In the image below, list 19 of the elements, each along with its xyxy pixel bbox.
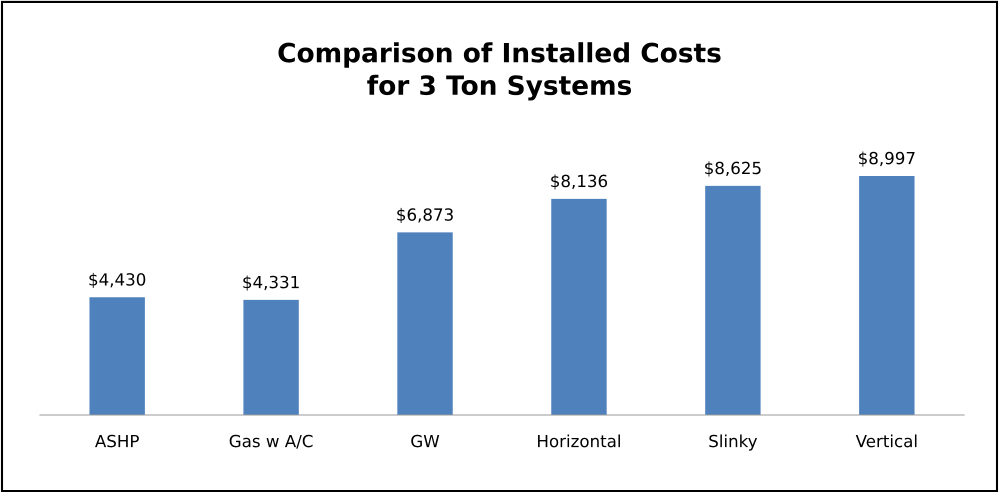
- data-label: $8,997: [859, 151, 915, 167]
- data-label: $4,331: [243, 275, 299, 291]
- x-tick-label: Slinky: [709, 434, 758, 451]
- x-tick-label: ASHP: [95, 434, 139, 448]
- data-label: $6,873: [397, 208, 453, 224]
- bar: [89, 297, 145, 415]
- chart-title: Comparison of Installed Costs for 3 Ton Systems: [278, 42, 721, 100]
- bar: [705, 186, 761, 415]
- bar: [551, 198, 607, 415]
- bar: [397, 232, 453, 415]
- data-label: $4,430: [89, 272, 146, 288]
- x-tick-label: Vertical: [856, 434, 916, 448]
- x-tick-label: GW: [411, 434, 440, 448]
- data-label: $8,625: [705, 161, 761, 176]
- bar: [859, 176, 915, 415]
- x-tick-label: Gas w A/C: [230, 434, 313, 449]
- bar: [243, 300, 299, 415]
- data-label: $8,136: [551, 174, 608, 190]
- x-tick-label: Horizontal: [538, 434, 620, 448]
